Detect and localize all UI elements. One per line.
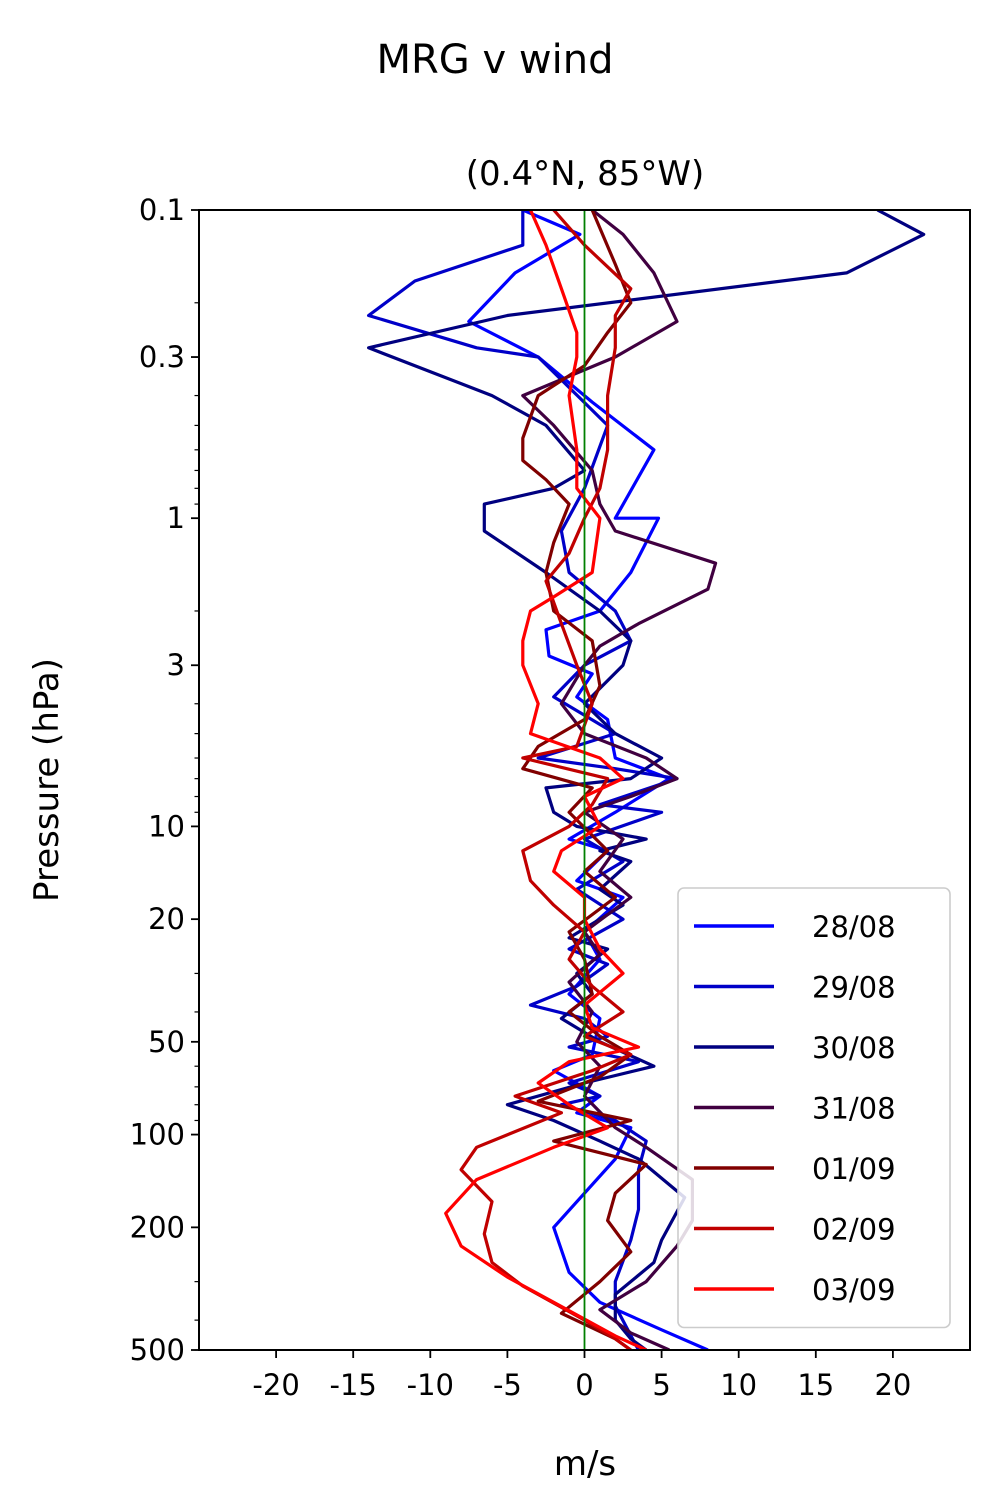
y-tick-label: 200 [130, 1210, 185, 1244]
series-line-31-08 [521, 210, 718, 1350]
series-line-28-08 [467, 210, 709, 1350]
y-tick-label: 0.1 [139, 193, 185, 227]
x-axis-label: m/s [554, 1444, 616, 1484]
x-axis-ticks: -20 -15 -10 -5 0 5 10 15 20 [252, 1350, 911, 1402]
chart-title: (0.4°N, 85°W) [466, 154, 705, 194]
legend-box [677, 887, 951, 1329]
legend-label: 30/08 [812, 1031, 896, 1065]
legend-label: 28/08 [812, 910, 896, 944]
legend-label: 31/08 [812, 1092, 896, 1126]
y-tick-label: 0.3 [139, 340, 185, 374]
x-tick-label: -20 [252, 1368, 299, 1402]
x-tick-label: 5 [652, 1368, 670, 1402]
series-line-01-09 [521, 210, 648, 1350]
y-tick-label: 50 [148, 1025, 185, 1059]
legend-label: 01/09 [812, 1152, 896, 1186]
legend: 28/08 29/08 30/08 31/08 01/09 02/09 03/09 [677, 887, 951, 1329]
legend-label: 03/09 [812, 1273, 896, 1307]
x-tick-label: 15 [797, 1368, 834, 1402]
legend-label: 29/08 [812, 971, 896, 1005]
series-line-30-08 [367, 210, 926, 1350]
y-axis-label: Pressure (hPa) [27, 658, 67, 902]
y-tick-label: 20 [148, 902, 185, 936]
x-tick-label: 10 [720, 1368, 757, 1402]
y-tick-label: 100 [130, 1118, 185, 1152]
x-tick-label: 0 [575, 1368, 593, 1402]
legend-label: 02/09 [812, 1213, 896, 1247]
x-tick-label: 20 [874, 1368, 911, 1402]
figure-title: MRG v wind [377, 37, 614, 83]
x-tick-label: -5 [493, 1368, 522, 1402]
y-tick-label: 3 [167, 648, 185, 682]
y-tick-label: 500 [130, 1333, 185, 1367]
y-tick-label: 1 [167, 501, 185, 535]
x-tick-label: -15 [330, 1368, 377, 1402]
series-line-02-09 [459, 210, 633, 1350]
x-tick-label: -10 [407, 1368, 454, 1402]
series-line-03-09 [444, 210, 647, 1350]
y-tick-label: 10 [148, 809, 185, 843]
plot-frame [198, 209, 971, 1351]
y-axis-ticks: 0.1 0.3 1 3 10 20 50 100 200 500 [130, 193, 199, 1367]
